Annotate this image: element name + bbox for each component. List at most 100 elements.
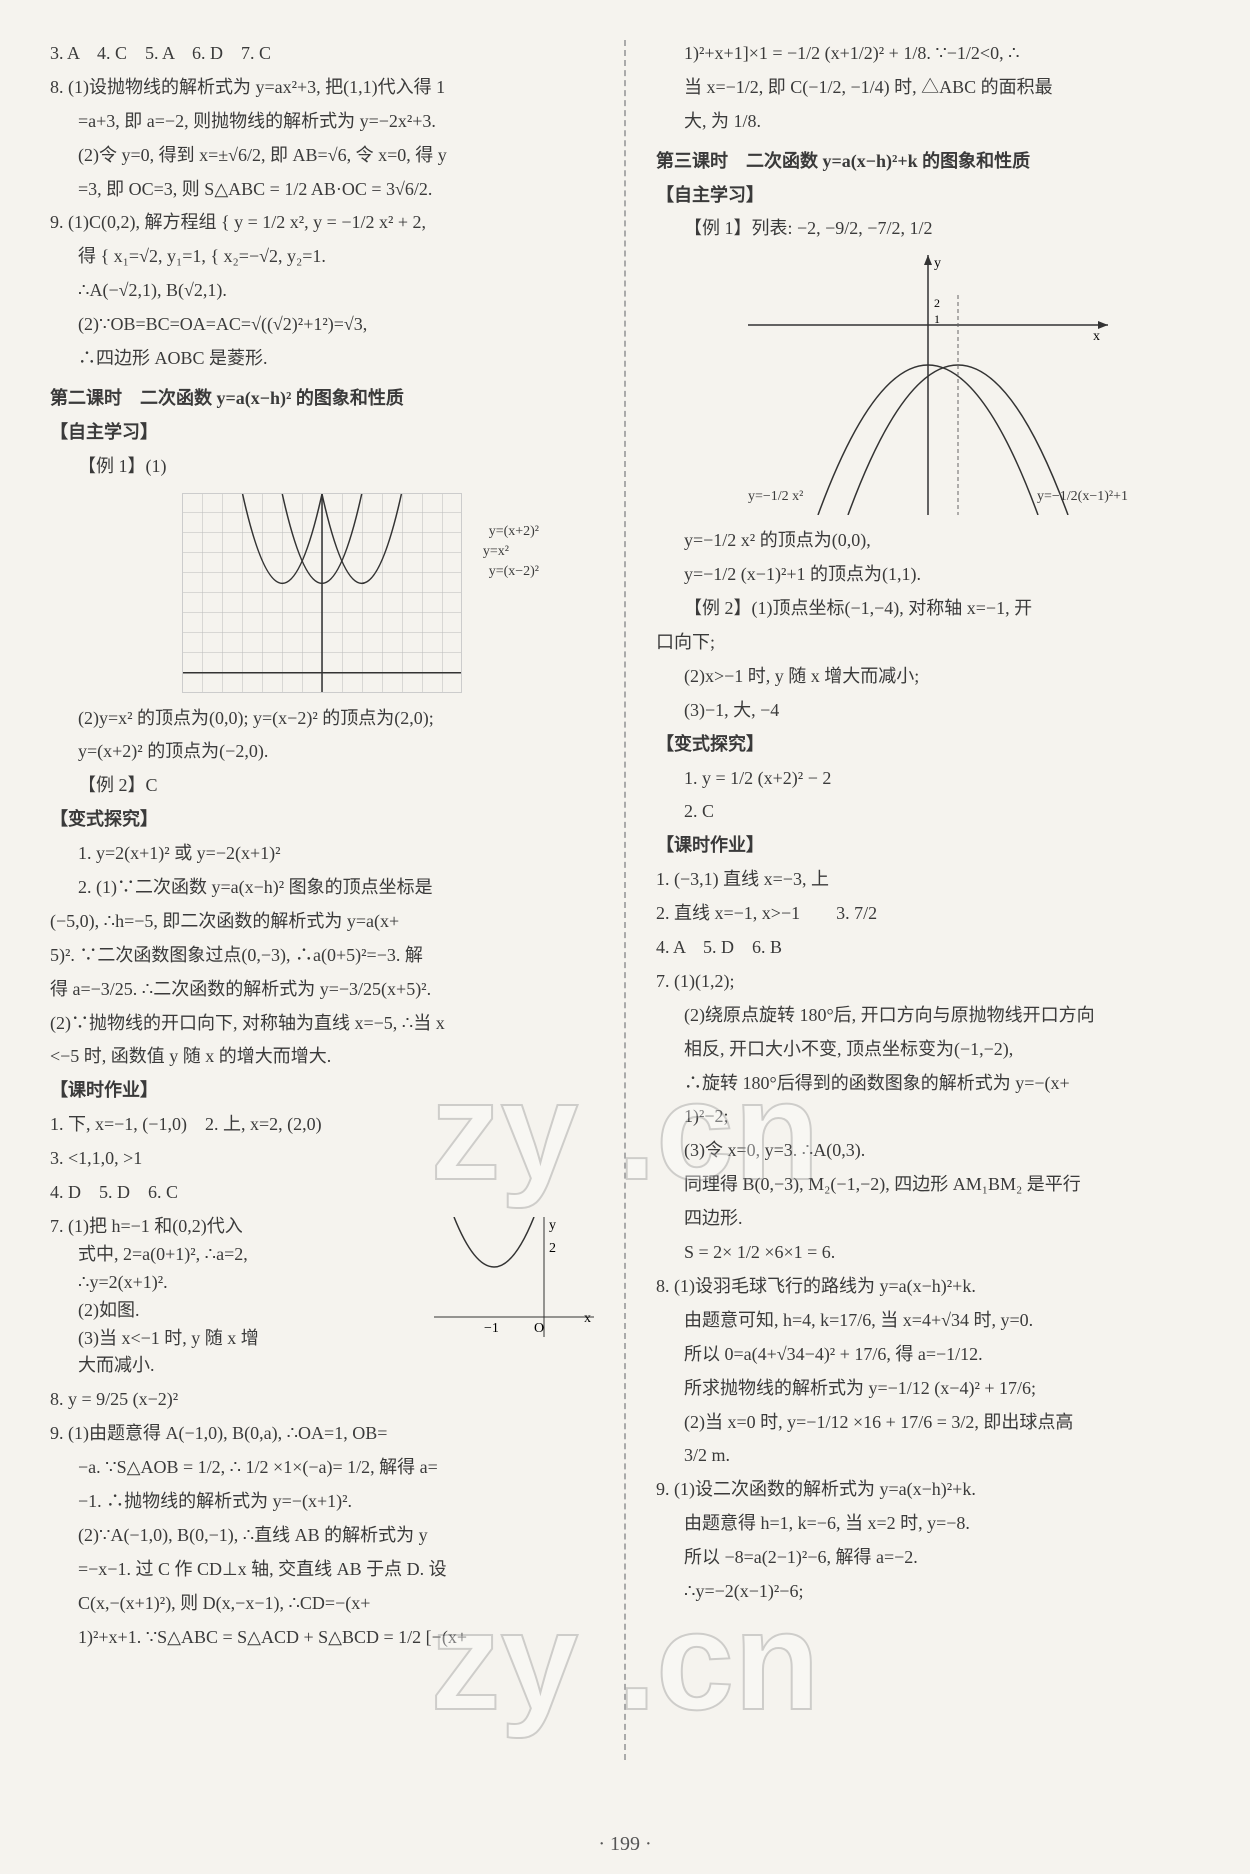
example-label: 【例 2】C xyxy=(50,772,594,800)
svg-text:x: x xyxy=(584,1311,591,1326)
right-column: 1)²+x+1]×1 = −1/2 (x+1/2)² + 1/8. ∵−1/2<… xyxy=(656,40,1200,1834)
section-heading: 第三课时 二次函数 y=a(x−h)²+k 的图象和性质 xyxy=(656,148,1200,176)
text: (2)当 x=0 时, y=−1/12 ×16 + 17/6 = 3/2, 即出… xyxy=(656,1409,1200,1437)
page-number: · 199 · xyxy=(0,1833,1250,1856)
text: ∴四边形 AOBC 是菱形. xyxy=(50,345,594,373)
subheading: 【变式探究】 xyxy=(656,731,1200,759)
text: 大, 为 1/8. xyxy=(656,108,1200,136)
text: <−5 时, 函数值 y 随 x 的增大而增大. xyxy=(50,1043,594,1071)
text: (2)∵OB=BC=OA=AC=√((√2)²+1²)=√3, xyxy=(50,311,594,339)
left-column: 3. A 4. C 5. A 6. D 7. C 8. (1)设抛物线的解析式为… xyxy=(50,40,594,1834)
column-divider xyxy=(624,40,626,1760)
text: 9. (1)由题意得 A(−1,0), B(0,a), ∴OA=1, OB= xyxy=(50,1420,594,1448)
text: (2)令 y=0, 得到 x=±√6/2, 即 AB=√6, 令 x=0, 得 … xyxy=(50,142,594,170)
text: 相反, 开口大小不变, 顶点坐标变为(−1,−2), xyxy=(656,1036,1200,1064)
text: 1)²−2; xyxy=(656,1103,1200,1131)
text: 1. 下, x=−1, (−1,0) 2. 上, x=2, (2,0) xyxy=(50,1111,594,1139)
text: 1)²+x+1. ∵S△ABC = S△ACD + S△BCD = 1/2 [−… xyxy=(50,1624,594,1652)
text: 1. y=2(x+1)² 或 y=−2(x+1)² xyxy=(50,840,594,868)
text: y=(x+2)² 的顶点为(−2,0). xyxy=(50,738,594,766)
text: (2)∵抛物线的开口向下, 对称轴为直线 x=−5, ∴当 x xyxy=(50,1010,594,1038)
text: 4. D 5. D 6. C xyxy=(50,1179,594,1207)
text: −1. ∴抛物线的解析式为 y=−(x+1)². xyxy=(50,1488,594,1516)
subheading: 【课时作业】 xyxy=(50,1077,594,1105)
text: 由题意得 h=1, k=−6, 当 x=2 时, y=−8. xyxy=(656,1510,1200,1538)
text: 1. y = 1/2 (x+2)² − 2 xyxy=(656,765,1200,793)
text: =a+3, 即 a=−2, 则抛物线的解析式为 y=−2x²+3. xyxy=(50,108,594,136)
curve-label: y=x² xyxy=(483,544,509,560)
text: 得 a=−3/25. ∴二次函数的解析式为 y=−3/25(x+5)². xyxy=(50,976,594,1004)
text: 所以 0=a(4+√34−4)² + 17/6, 得 a=−1/12. xyxy=(656,1341,1200,1369)
text: −a. ∵S△AOB = 1/2, ∴ 1/2 ×1×(−a)= 1/2, 解得… xyxy=(50,1454,594,1482)
subheading: 【变式探究】 xyxy=(50,806,594,834)
text: (3)−1, 大, −4 xyxy=(656,697,1200,725)
text: 所以 −8=a(2−1)²−6, 解得 a=−2. xyxy=(656,1544,1200,1572)
example-label: 【例 2】(1)顶点坐标(−1,−4), 对称轴 x=−1, 开 xyxy=(656,595,1200,623)
svg-text:O: O xyxy=(534,1321,544,1336)
text: (2)x>−1 时, y 随 x 增大而减小; xyxy=(656,663,1200,691)
curve-label: y=(x+2)² xyxy=(489,524,539,540)
text: =3, 即 OC=3, 则 S△ABC = 1/2 AB·OC = 3√6/2. xyxy=(50,176,594,204)
curve-label: y=−1/2(x−1)²+1 xyxy=(1037,489,1128,505)
svg-text:y: y xyxy=(934,256,941,271)
text: 9. (1)设二次函数的解析式为 y=a(x−h)²+k. xyxy=(656,1476,1200,1504)
curve-label: y=(x−2)² xyxy=(489,564,539,580)
graph-grid-parabolas: y=(x+2)² y=x² y=(x−2)² xyxy=(182,493,462,693)
text: 3. <1,1,0, >1 xyxy=(50,1145,594,1173)
text: 3/2 m. xyxy=(656,1442,1200,1470)
text: 4. A 5. D 6. B xyxy=(656,934,1200,962)
parabola-icon: 2 −1 O x y xyxy=(434,1217,594,1337)
svg-text:1: 1 xyxy=(934,312,940,326)
text: (2)∵A(−1,0), B(0,−1), ∴直线 AB 的解析式为 y xyxy=(50,1522,594,1550)
text: (−5,0), ∴h=−5, 即二次函数的解析式为 y=a(x+ xyxy=(50,908,594,936)
small-parabola-graph: 2 −1 O x y xyxy=(434,1217,594,1337)
text: 8. (1)设抛物线的解析式为 y=ax²+3, 把(1,1)代入得 1 xyxy=(50,74,594,102)
section-heading: 第二课时 二次函数 y=a(x−h)² 的图象和性质 xyxy=(50,385,594,413)
answer-line: 3. A 4. C 5. A 6. D 7. C xyxy=(50,40,594,68)
text: 由题意可知, h=4, k=17/6, 当 x=4+√34 时, y=0. xyxy=(656,1307,1200,1335)
text: 当 x=−1/2, 即 C(−1/2, −1/4) 时, △ABC 的面积最 xyxy=(656,74,1200,102)
text: 口向下; xyxy=(656,629,1200,657)
subheading: 【课时作业】 xyxy=(656,832,1200,860)
text: 2. C xyxy=(656,798,1200,826)
text: y=−1/2 (x−1)²+1 的顶点为(1,1). xyxy=(656,561,1200,589)
svg-text:y: y xyxy=(549,1218,556,1233)
svg-text:2: 2 xyxy=(549,1241,556,1256)
text: S = 2× 1/2 ×6×1 = 6. xyxy=(656,1239,1200,1267)
text: 大而减小. xyxy=(50,1352,594,1380)
example-label: 【例 1】(1) xyxy=(50,453,594,481)
page-two-column: 3. A 4. C 5. A 6. D 7. C 8. (1)设抛物线的解析式为… xyxy=(50,40,1200,1834)
down-parabola-icon: x y 2 1 xyxy=(748,255,1108,515)
subheading: 【自主学习】 xyxy=(656,182,1200,210)
text: (3)令 x=0, y=3. ∴A(0,3). xyxy=(656,1137,1200,1165)
text: 2. 直线 x=−1, x>−1 3. 7/2 xyxy=(656,900,1200,928)
text: 同理得 B(0,−3), M₂(−1,−2), 四边形 AM₁BM₂ 是平行 xyxy=(656,1171,1200,1199)
text: 得 { x₁=√2, y₁=1, { x₂=−√2, y₂=1. xyxy=(50,243,594,271)
text: 7. (1)(1,2); xyxy=(656,968,1200,996)
text: 所求抛物线的解析式为 y=−1/12 (x−4)² + 17/6; xyxy=(656,1375,1200,1403)
text: 2. (1)∵二次函数 y=a(x−h)² 图象的顶点坐标是 xyxy=(50,874,594,902)
text: 1. (−3,1) 直线 x=−3, 上 xyxy=(656,866,1200,894)
text: 1)²+x+1]×1 = −1/2 (x+1/2)² + 1/8. ∵−1/2<… xyxy=(656,40,1200,68)
text: C(x,−(x+1)²), 则 D(x,−x−1), ∴CD=−(x+ xyxy=(50,1590,594,1618)
text: (2)y=x² 的顶点为(0,0); y=(x−2)² 的顶点为(2,0); xyxy=(50,705,594,733)
parabola-curves-icon xyxy=(183,494,461,693)
text: 9. (1)C(0,2), 解方程组 { y = 1/2 x², y = −1/… xyxy=(50,209,594,237)
text: ∴y=−2(x−1)²−6; xyxy=(656,1578,1200,1606)
svg-text:−1: −1 xyxy=(484,1321,499,1336)
text: 四边形. xyxy=(656,1205,1200,1233)
text: =−x−1. 过 C 作 CD⊥x 轴, 交直线 AB 于点 D. 设 xyxy=(50,1556,594,1584)
text: 5)². ∵二次函数图象过点(0,−3), ∴a(0+5)²=−3. 解 xyxy=(50,942,594,970)
text: 8. y = 9/25 (x−2)² xyxy=(50,1386,594,1414)
curve-label: y=−1/2 x² xyxy=(748,489,803,505)
svg-text:2: 2 xyxy=(934,296,940,310)
text: ∴A(−√2,1), B(√2,1). xyxy=(50,277,594,305)
text: y=−1/2 x² 的顶点为(0,0), xyxy=(656,527,1200,555)
subheading: 【自主学习】 xyxy=(50,419,594,447)
text: ∴旋转 180°后得到的函数图象的解析式为 y=−(x+ xyxy=(656,1070,1200,1098)
text: 8. (1)设羽毛球飞行的路线为 y=a(x−h)²+k. xyxy=(656,1273,1200,1301)
example-label: 【例 1】列表: −2, −9/2, −7/2, 1/2 xyxy=(656,215,1200,243)
text: (2)绕原点旋转 180°后, 开口方向与原抛物线开口方向 xyxy=(656,1002,1200,1030)
graph-down-parabolas: x y 2 1 y=−1/2 x² y=−1/2(x−1)²+1 xyxy=(748,255,1108,515)
svg-text:x: x xyxy=(1093,329,1100,344)
